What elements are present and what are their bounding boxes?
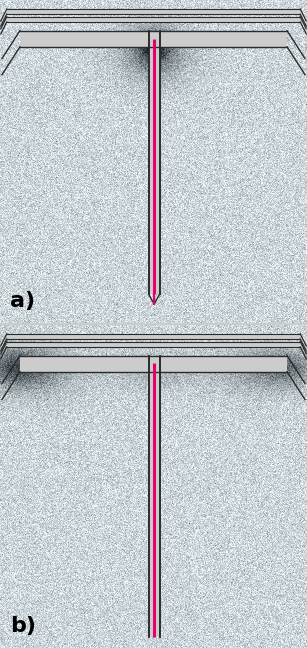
Text: b): b) [10,616,36,636]
Text: a): a) [10,291,35,311]
